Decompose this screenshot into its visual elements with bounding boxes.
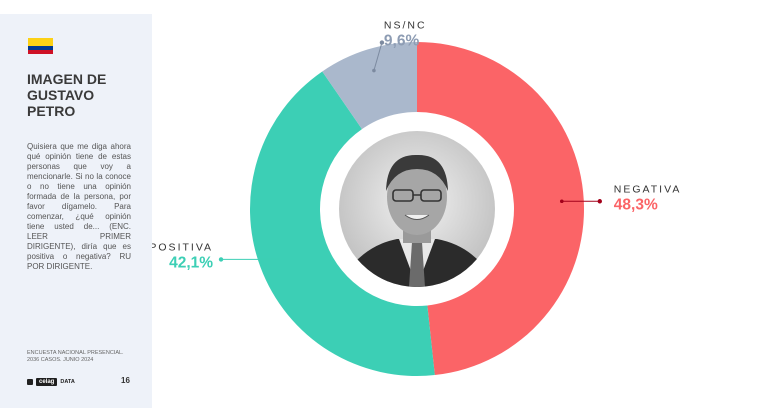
sidebar: IMAGEN DE GUSTAVO PETRO Quisiera que me … [0,14,152,408]
survey-footnote: ENCUESTA NACIONAL PRESENCIAL. 2036 CASOS… [27,350,137,364]
slice-name-nsnc: NS/NC [384,20,427,32]
page-number: 16 [121,376,130,385]
title-line-1: IMAGEN DE [27,71,107,87]
chart-area: NEGATIVA 48,3% POSITIVA 42,1% NS/NC 9,6% [152,14,712,394]
survey-question: Quisiera que me diga ahora qué opinión t… [27,142,131,271]
slice-positiva [250,71,435,376]
title-line-2: GUSTAVO [27,87,95,103]
colombia-flag-icon [28,38,53,54]
page-title: IMAGEN DE GUSTAVO PETRO [27,71,137,119]
slice-value-nsnc: 9,6% [384,33,420,50]
slice-name-negativa: NEGATIVA [614,183,682,195]
callout-dot-positiva [218,257,224,262]
donut-slices [250,42,584,376]
footnote-line-1: ENCUESTA NACIONAL PRESENCIAL. [27,350,124,356]
callout-dot-nsnc [379,40,385,45]
callout-dot-negativa [597,199,602,204]
callout-line-nsnc [373,42,383,71]
slice-name-positiva: POSITIVA [152,241,213,253]
portrait-image [339,131,495,287]
celag-logo: celag DATA [27,376,75,388]
slice-nsnc [322,42,417,130]
callout-anchor-nsnc [372,68,376,73]
logo-name: celag [36,378,58,386]
slice-value-negativa: 48,3% [614,196,658,213]
callout-anchor-positiva [279,257,283,262]
slice-negativa [417,42,584,376]
title-line-3: PETRO [27,103,76,119]
logo-mark-icon [27,379,33,385]
logo-suffix: DATA [60,379,75,385]
footnote-line-2: 2036 CASOS. JUNIO 2024 [27,357,94,363]
slice-value-positiva: 42,1% [169,254,213,271]
callout-anchor-negativa [559,199,564,204]
